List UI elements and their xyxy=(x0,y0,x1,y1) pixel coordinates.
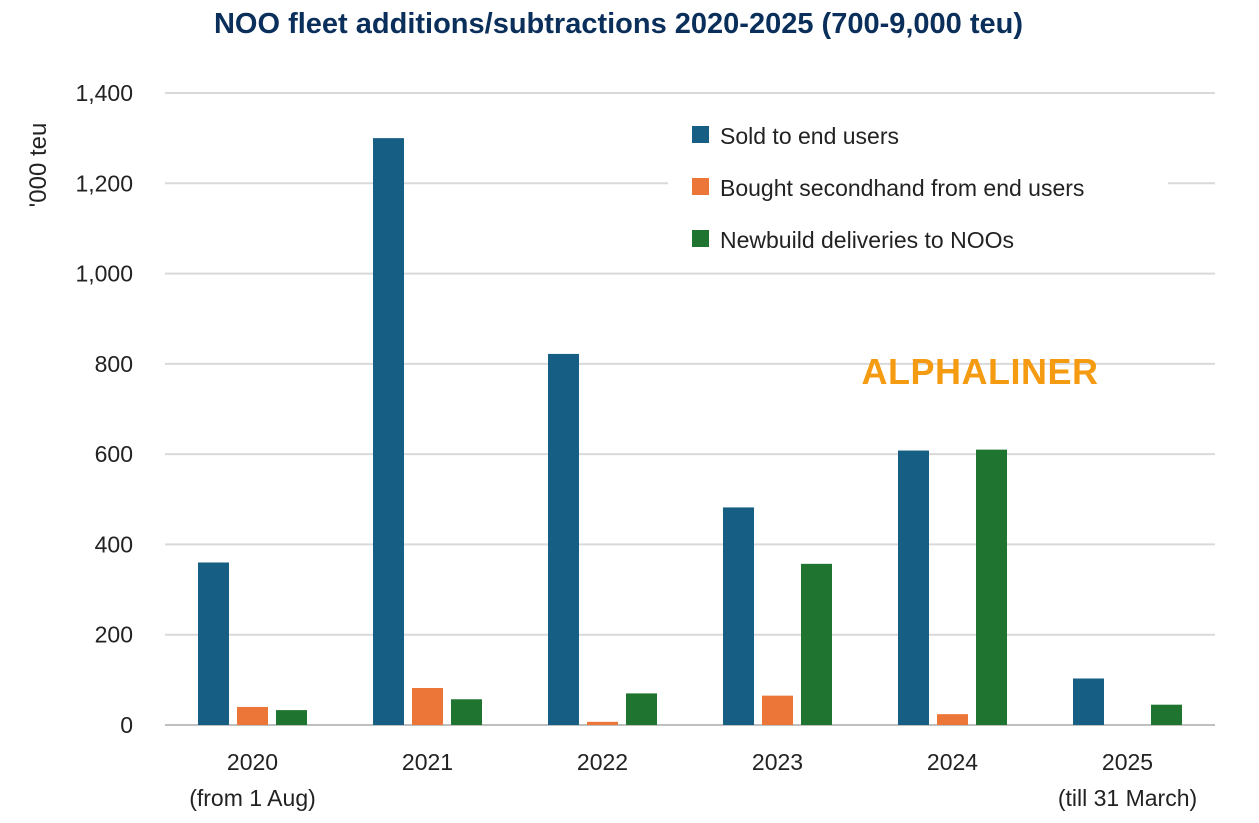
y-tick-label: 400 xyxy=(95,531,133,557)
bar-newbuild-deliveries-to-noos-2020 xyxy=(276,710,307,725)
bar-newbuild-deliveries-to-noos-2023 xyxy=(801,563,832,725)
bar-bought-secondhand-from-end-users-2020 xyxy=(237,706,268,725)
x-tick-label: 2024 xyxy=(927,749,978,775)
y-tick-label: 1,200 xyxy=(75,170,133,196)
bar-bought-secondhand-from-end-users-2021 xyxy=(412,687,443,725)
bars xyxy=(198,138,1182,726)
y-tick-label: 1,000 xyxy=(75,261,133,287)
x-tick-label: 2020 xyxy=(227,749,278,775)
y-tick-label: 200 xyxy=(95,622,133,648)
legend-entry: Sold to end users xyxy=(720,123,899,149)
x-tick-sublabel: (from 1 Aug) xyxy=(189,785,316,811)
bar-newbuild-deliveries-to-noos-2022 xyxy=(626,693,657,725)
bar-bought-secondhand-from-end-users-2023 xyxy=(762,695,793,725)
y-tick-label: 800 xyxy=(95,351,133,377)
bar-sold-to-end-users-2023 xyxy=(723,507,754,725)
bar-newbuild-deliveries-to-noos-2021 xyxy=(451,699,482,725)
y-tick-label: 0 xyxy=(120,712,133,738)
bar-newbuild-deliveries-to-noos-2024 xyxy=(976,449,1007,725)
x-tick-label: 2025 xyxy=(1102,749,1153,775)
y-tick-label: 1,400 xyxy=(75,80,133,106)
x-tick-label: 2023 xyxy=(752,749,803,775)
bar-bought-secondhand-from-end-users-2022 xyxy=(587,721,618,725)
legend-swatch xyxy=(692,230,709,247)
bar-sold-to-end-users-2025 xyxy=(1073,678,1104,725)
bar-bought-secondhand-from-end-users-2024 xyxy=(937,714,968,725)
y-axis-label: '000 teu xyxy=(25,123,52,208)
legend-swatch xyxy=(692,126,709,143)
x-tick-label: 2022 xyxy=(577,749,628,775)
chart-title: NOO fleet additions/subtractions 2020-20… xyxy=(213,8,1024,40)
legend-entry: Bought secondhand from end users xyxy=(720,175,1084,201)
bar-sold-to-end-users-2021 xyxy=(373,138,404,726)
y-tick-label: 600 xyxy=(95,441,133,467)
legend-entry: Newbuild deliveries to NOOs xyxy=(720,227,1014,253)
bar-newbuild-deliveries-to-noos-2025 xyxy=(1151,704,1182,725)
bar-sold-to-end-users-2024 xyxy=(898,450,929,725)
legend: Sold to end users Bought secondhand from … xyxy=(668,106,1168,266)
watermark-logo: ALPHALINER xyxy=(862,351,1099,392)
x-tick-label: 2021 xyxy=(402,749,453,775)
x-axis: 2020 (from 1 Aug) 2021 2022 2023 2024 2025 (til… xyxy=(189,749,1197,811)
y-axis: 0 200 400 600 800 1,000 1,200 1,400 xyxy=(75,80,133,738)
legend-swatch xyxy=(692,178,709,195)
bar-sold-to-end-users-2022 xyxy=(548,353,579,725)
bar-sold-to-end-users-2020 xyxy=(198,562,229,725)
legend-background xyxy=(668,106,1168,266)
x-tick-sublabel: (till 31 March) xyxy=(1058,785,1197,811)
